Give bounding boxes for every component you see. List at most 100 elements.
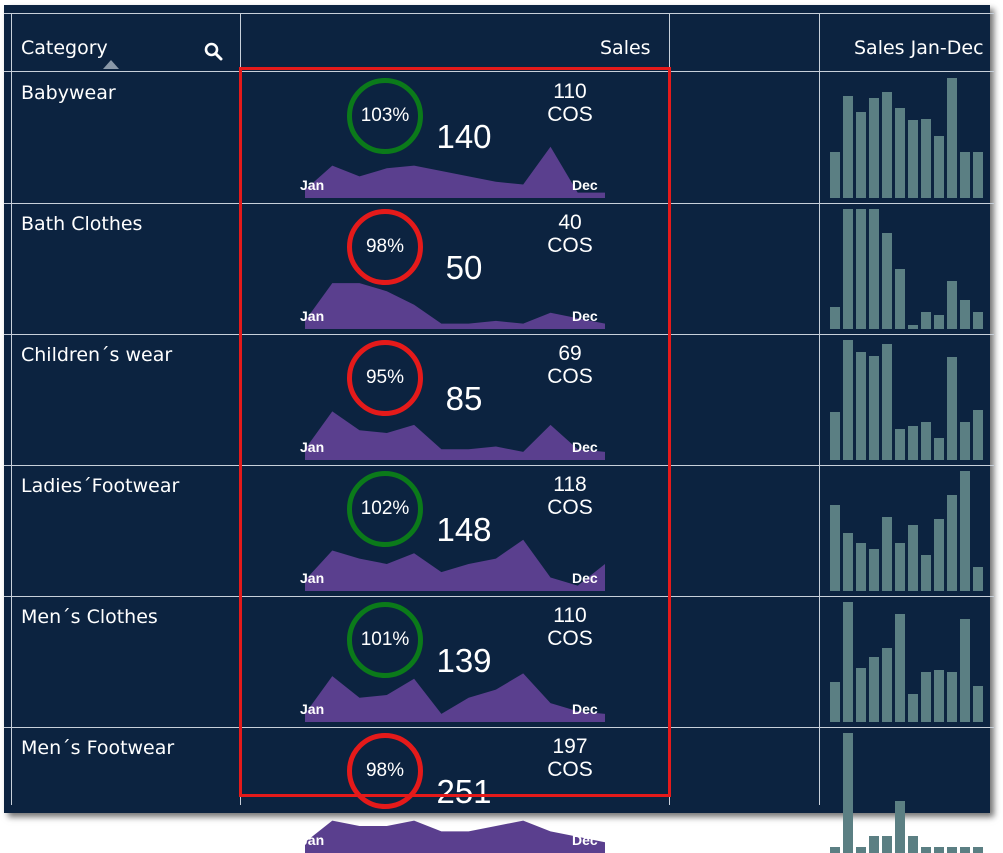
kpi-circle: 102% (347, 471, 423, 547)
cos-value: 110 (553, 604, 587, 627)
monthly-bar-chart (830, 209, 990, 329)
sales-range-header[interactable]: Sales Jan-Dec (854, 37, 984, 59)
cos-block: 110 COS (530, 604, 610, 650)
sparkline-end-label: Dec (572, 701, 598, 717)
month-bar (960, 847, 970, 853)
category-label[interactable]: Ladies´Footwear (21, 475, 180, 497)
cos-block: 118 COS (530, 473, 610, 519)
month-bar (843, 733, 853, 853)
sparkline-start-label: Jan (300, 570, 325, 586)
sales-header[interactable]: Sales (600, 37, 651, 59)
monthly-bar-chart (830, 471, 990, 591)
cos-label: COS (547, 627, 593, 650)
kpi-percent: 98% (365, 760, 405, 781)
month-bar (869, 356, 879, 460)
kpi-circle: 95% (347, 340, 423, 416)
sales-value: 139 (436, 642, 492, 679)
month-bar (869, 657, 879, 722)
sparkline-end-label: Dec (572, 439, 598, 455)
sales-value: 251 (436, 773, 492, 810)
month-bar (830, 412, 840, 460)
month-bar (882, 517, 892, 591)
month-bar (921, 119, 931, 198)
sales-value: 148 (436, 511, 492, 548)
month-bar (895, 429, 905, 460)
month-bar (856, 668, 866, 722)
month-bar (830, 847, 840, 853)
month-bar (856, 352, 866, 460)
sparkline-area (305, 411, 605, 460)
cos-value: 40 (558, 211, 582, 234)
month-bar (960, 152, 970, 198)
cos-value: 118 (553, 473, 587, 496)
category-label[interactable]: Babywear (21, 82, 116, 104)
month-bar (895, 108, 905, 198)
cos-block: 69 COS (530, 342, 610, 388)
month-bar (960, 619, 970, 722)
month-bar (882, 648, 892, 722)
row-divider (4, 596, 994, 597)
kpi-percent: 102% (360, 498, 410, 519)
kpi-circle: 103% (347, 78, 423, 154)
month-bar (934, 847, 944, 853)
month-bar (869, 836, 879, 853)
monthly-bar-chart (830, 340, 990, 460)
highlight-box (239, 67, 671, 797)
month-bar (830, 682, 840, 722)
month-bar (882, 836, 892, 853)
category-header[interactable]: Category (21, 37, 108, 59)
month-bar (973, 567, 983, 591)
category-label[interactable]: Bath Clothes (21, 213, 143, 235)
month-bar (934, 519, 944, 591)
month-bar (882, 92, 892, 198)
month-bar (934, 136, 944, 198)
sort-ascending-icon[interactable] (103, 60, 119, 69)
month-bar (843, 533, 853, 591)
kpi-percent: 101% (360, 629, 410, 650)
month-bar (921, 847, 931, 853)
column-divider (819, 13, 820, 805)
category-label[interactable]: Men´s Clothes (21, 606, 158, 628)
sparkline-start-label: Jan (300, 701, 325, 717)
cos-label: COS (547, 496, 593, 519)
sales-sparkline (305, 146, 605, 198)
monthly-bar-chart (830, 602, 990, 722)
row-divider (4, 203, 994, 204)
sales-sparkline (305, 283, 605, 329)
month-bar (934, 315, 944, 329)
cos-block: 40 COS (530, 211, 610, 257)
cos-value: 69 (558, 342, 582, 365)
month-bar (856, 209, 866, 329)
month-bar (895, 543, 905, 591)
month-bar (882, 344, 892, 460)
month-bar (947, 357, 957, 460)
month-bar (856, 543, 866, 591)
cos-block: 197 COS (530, 735, 610, 781)
month-bar (921, 555, 931, 591)
month-bar (895, 801, 905, 853)
sparkline-start-label: Jan (300, 832, 325, 848)
month-bar (856, 112, 866, 198)
category-label[interactable]: Men´s Footwear (21, 737, 175, 759)
row-divider (4, 727, 994, 728)
sales-sparkline (305, 820, 605, 853)
month-bar (830, 307, 840, 329)
category-label[interactable]: Children´s wear (21, 344, 173, 366)
monthly-bar-chart (830, 78, 990, 198)
cos-label: COS (547, 758, 593, 781)
sparkline-area (305, 283, 605, 329)
month-bar (843, 340, 853, 460)
search-icon[interactable] (204, 42, 223, 61)
month-bar (960, 422, 970, 460)
month-bar (934, 438, 944, 460)
month-bar (973, 847, 983, 853)
month-bar (960, 471, 970, 591)
month-bar (869, 98, 879, 198)
month-bar (908, 120, 918, 198)
month-bar (869, 549, 879, 591)
month-bar (843, 602, 853, 722)
month-bar (973, 312, 983, 329)
sparkline-end-label: Dec (572, 832, 598, 848)
sparkline-start-label: Jan (300, 439, 325, 455)
month-bar (830, 152, 840, 198)
